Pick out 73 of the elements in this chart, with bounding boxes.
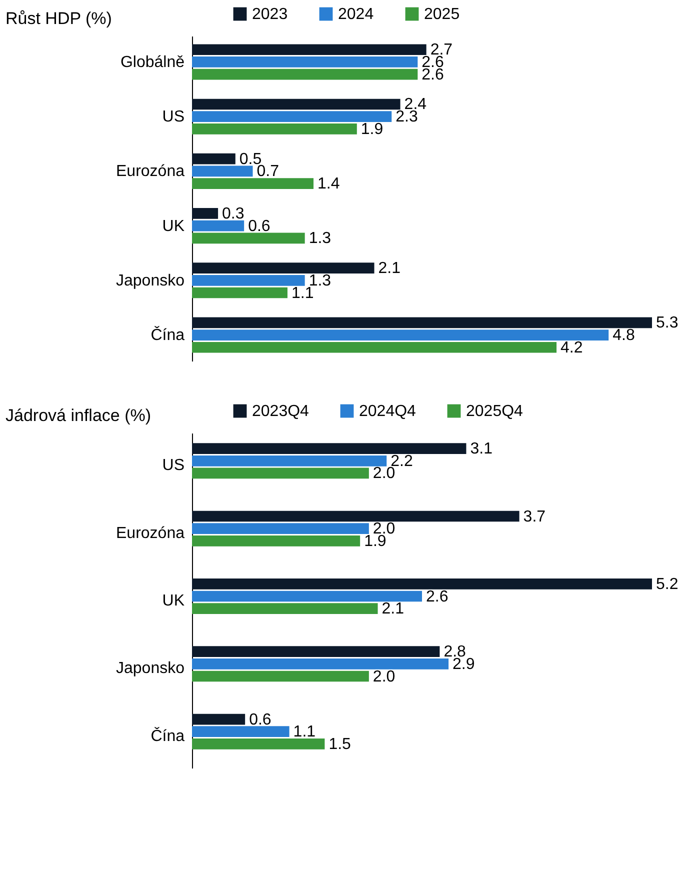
data-label: 3.1: [470, 440, 493, 458]
data-label: 1.1: [293, 724, 316, 741]
y-tick-label: Čína: [150, 326, 185, 344]
data-label: 5.2: [656, 576, 678, 593]
bar: [192, 166, 253, 177]
bar: [192, 123, 357, 134]
bar: [192, 232, 305, 244]
bar: [192, 68, 418, 80]
y-tick-label: US: [162, 457, 184, 474]
bar: [192, 111, 392, 122]
bar: [192, 738, 325, 750]
y-tick-label: Globálně: [120, 54, 185, 71]
y-tick-label: UK: [162, 218, 185, 235]
y-tick-label: Eurozóna: [116, 163, 185, 180]
bar: [192, 342, 557, 353]
data-label: 5.3: [656, 314, 678, 332]
bar: [192, 670, 369, 682]
data-label: 0.7: [256, 163, 280, 180]
data-label: 1.9: [360, 120, 384, 138]
bar: [192, 578, 652, 590]
data-label: 1.3: [308, 230, 332, 248]
data-label: 4.8: [612, 327, 635, 344]
data-label: 1.4: [318, 176, 340, 193]
chart-title: Jádrová inflace (%): [6, 406, 152, 425]
legend-label: 2025Q4: [466, 403, 524, 420]
bar: [192, 443, 466, 454]
bar: [192, 523, 369, 534]
legend-label: 2023Q4: [252, 403, 310, 420]
data-label: 1.5: [328, 736, 352, 753]
bar: [192, 590, 422, 602]
data-label: 0.6: [248, 218, 270, 235]
bar: [192, 44, 426, 56]
bar: [192, 510, 520, 522]
bar: [192, 317, 652, 328]
data-label: 2.1: [378, 260, 401, 278]
legend-label: 2024: [338, 6, 374, 23]
data-label: 4.2: [560, 339, 583, 356]
y-tick-label: Japonsko: [116, 660, 185, 678]
data-label: 2.6: [426, 588, 448, 606]
bar: [192, 726, 290, 738]
data-label: 0.3: [222, 205, 244, 222]
data-label: 2.1: [382, 600, 404, 618]
legend-label: 2023: [252, 6, 288, 23]
y-tick-label: Eurozóna: [116, 524, 185, 542]
bar: [192, 535, 360, 546]
data-label: 3.7: [523, 508, 546, 526]
bar: [192, 468, 369, 479]
bar: [192, 455, 387, 466]
bar: [192, 330, 609, 340]
bar: [192, 603, 378, 614]
bar: [192, 287, 288, 298]
data-label: 1.1: [291, 284, 314, 302]
data-label: 2.0: [372, 465, 396, 482]
data-label: 2.0: [372, 668, 396, 686]
chart-title: Růst HDP (%): [6, 9, 112, 28]
y-tick-label: Japonsko: [116, 272, 185, 290]
bar: [192, 178, 314, 189]
bar: [192, 275, 305, 286]
bar: [192, 262, 374, 274]
bar: [192, 646, 440, 658]
bar: [192, 56, 418, 68]
y-tick-label: US: [162, 108, 184, 126]
y-tick-label: UK: [162, 592, 185, 610]
data-label: 0.6: [249, 711, 272, 728]
bar: [192, 658, 449, 670]
bar: [192, 153, 236, 164]
bar: [192, 98, 400, 110]
legend-label: 2024Q4: [359, 403, 416, 420]
legend-label: 2025: [424, 6, 460, 23]
bar: [192, 208, 218, 219]
y-tick-label: Čína: [150, 726, 185, 745]
bar: [192, 714, 246, 725]
bar: [192, 220, 244, 232]
